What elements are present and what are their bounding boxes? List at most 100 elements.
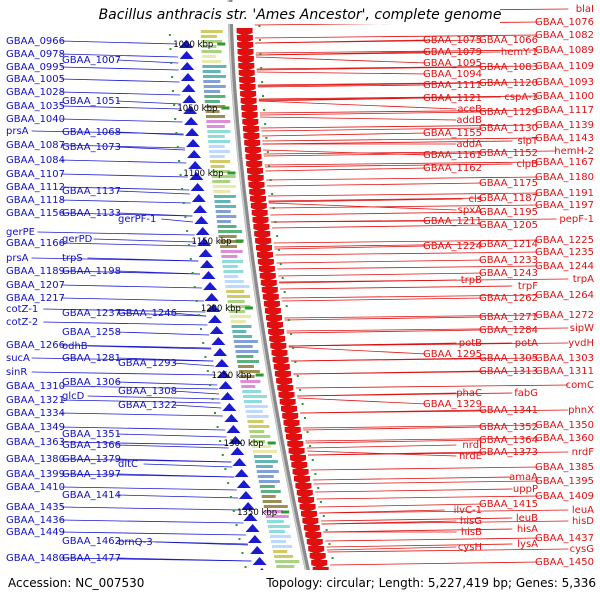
reverse-gene-label[interactable]: GBAA_1187 (479, 193, 538, 204)
reverse-gene-label[interactable]: GBAA_1264 (535, 290, 594, 301)
forward-gene-label[interactable]: sucA (6, 353, 30, 364)
reverse-gene-label[interactable]: GBAA_1373 (479, 447, 538, 458)
reverse-gene-label[interactable]: GBAA_1272 (535, 310, 594, 321)
reverse-gene-label[interactable]: GBAA_1262 (479, 293, 538, 304)
forward-gene-label[interactable]: cotZ-2 (6, 317, 38, 328)
reverse-gene-label[interactable]: GBAA_1161 (423, 150, 482, 161)
forward-gene-label[interactable]: GBAA_1198 (62, 266, 121, 277)
forward-gene-label[interactable]: GBAA_1207 (6, 280, 65, 291)
reverse-gene-label[interactable]: leuA (572, 505, 594, 516)
reverse-gene-label[interactable]: GBAA_1311 (535, 366, 594, 377)
forward-gene-label[interactable]: GBAA_1258 (62, 327, 121, 338)
reverse-gene-label[interactable]: phnX (568, 405, 594, 416)
reverse-gene-label[interactable]: GBAA_1284 (479, 325, 538, 336)
reverse-gene-label[interactable]: uppP (513, 484, 538, 495)
forward-gene-label[interactable]: GBAA_1040 (6, 114, 65, 125)
reverse-gene-label[interactable]: GBAA_1111 (423, 80, 482, 91)
reverse-gene-label[interactable]: GBAA_1305 (479, 353, 538, 364)
reverse-gene-label[interactable]: GBAA_1180 (535, 172, 594, 183)
forward-gene-label[interactable]: GBAA_1281 (62, 353, 121, 364)
forward-gene-label[interactable]: GBAA_1137 (62, 186, 121, 197)
forward-gene-label[interactable]: sinR (6, 367, 27, 378)
reverse-gene-label[interactable]: GBAA_1155 (423, 128, 482, 139)
reverse-gene-label[interactable]: GBAA_1437 (535, 533, 594, 544)
forward-gene-label[interactable]: GBAA_1435 (6, 502, 65, 513)
forward-gene-label[interactable]: GBAA_1293 (118, 358, 177, 369)
reverse-gene-label[interactable]: GBAA_1214 (479, 239, 538, 250)
reverse-gene-label[interactable]: GBAA_1395 (535, 476, 594, 487)
forward-gene-label[interactable]: GBAA_1477 (62, 553, 121, 564)
reverse-gene-label[interactable]: GBAA_1243 (479, 268, 538, 279)
reverse-gene-label[interactable]: hisD (572, 516, 594, 527)
reverse-gene-label[interactable]: GBAA_1083 (479, 62, 538, 73)
reverse-gene-label[interactable]: clpB (517, 159, 539, 170)
reverse-gene-label[interactable]: GBAA_1076 (535, 17, 594, 28)
reverse-gene-label[interactable]: cysH (458, 542, 482, 553)
forward-gene-label[interactable]: GBAA_1480 (6, 553, 65, 564)
reverse-gene-label[interactable]: GBAA_1143 (535, 133, 594, 144)
reverse-gene-label[interactable]: GBAA_1121 (423, 93, 482, 104)
reverse-gene-label[interactable]: fabG (514, 388, 538, 399)
forward-gene-label[interactable]: GBAA_1073 (62, 142, 121, 153)
forward-gene-label[interactable]: GBAA_0978 (6, 49, 65, 60)
reverse-gene-label[interactable]: GBAA_1225 (535, 235, 594, 246)
forward-gene-label[interactable]: GBAA_1087 (6, 140, 65, 151)
forward-gene-label[interactable]: GBAA_1414 (62, 490, 121, 501)
reverse-gene-label[interactable]: GBAA_1303 (535, 353, 594, 364)
forward-gene-label[interactable]: GBAA_1133 (62, 208, 121, 219)
reverse-gene-label[interactable]: GBAA_1364 (479, 435, 538, 446)
reverse-gene-label[interactable]: addA (456, 139, 482, 150)
reverse-gene-label[interactable]: yvdH (568, 338, 594, 349)
reverse-gene-label[interactable]: trpA (573, 274, 594, 285)
forward-gene-label[interactable]: GBAA_1349 (6, 422, 65, 433)
forward-gene-label[interactable]: GBAA_1035 (6, 101, 65, 112)
reverse-gene-label[interactable]: GBAA_1341 (479, 405, 538, 416)
reverse-gene-label[interactable]: GBAA_1075 (423, 35, 482, 46)
reverse-gene-label[interactable]: GBAA_1175 (479, 178, 538, 189)
reverse-gene-label[interactable]: trpB (461, 275, 482, 286)
forward-gene-label[interactable]: GBAA_1156 (6, 208, 65, 219)
reverse-gene-label[interactable]: GBAA_1233 (479, 255, 538, 266)
reverse-gene-label[interactable]: addB (456, 115, 482, 126)
reverse-gene-label[interactable]: GBAA_1197 (535, 200, 594, 211)
reverse-gene-label[interactable]: blaI (576, 4, 594, 15)
forward-gene-label[interactable]: GBAA_1028 (6, 87, 65, 98)
forward-gene-label[interactable]: glcD (62, 391, 85, 402)
reverse-gene-label[interactable]: GBAA_1224 (423, 241, 482, 252)
forward-gene-label[interactable]: GBAA_1266 (6, 340, 65, 351)
forward-gene-label[interactable]: GBAA_1334 (6, 408, 65, 419)
reverse-gene-label[interactable]: nrdF (572, 447, 595, 458)
forward-gene-label[interactable]: GBAA_1380 (6, 454, 65, 465)
reverse-gene-label[interactable]: trpF (518, 281, 538, 292)
reverse-gene-label[interactable]: GBAA_1385 (535, 462, 594, 473)
reverse-gene-label[interactable]: sipT (518, 136, 539, 147)
reverse-gene-label[interactable]: GBAA_1195 (479, 207, 538, 218)
forward-gene-label[interactable]: gerPD (62, 234, 93, 245)
forward-gene-label[interactable]: GBAA_1189 (6, 266, 65, 277)
reverse-gene-label[interactable]: hisB (461, 527, 482, 538)
reverse-gene-label[interactable]: GBAA_1360 (535, 433, 594, 444)
reverse-gene-label[interactable]: GBAA_1089 (535, 45, 594, 56)
forward-gene-label[interactable]: gerPE (6, 227, 35, 238)
forward-gene-label[interactable]: GBAA_1107 (6, 169, 65, 180)
reverse-gene-label[interactable]: GBAA_1120 (479, 78, 538, 89)
reverse-gene-label[interactable]: GBAA_1191 (535, 188, 594, 199)
forward-gene-label[interactable]: GBAA_1410 (6, 482, 65, 493)
reverse-gene-label[interactable]: GBAA_1295 (423, 349, 482, 360)
reverse-gene-label[interactable]: nrdI (462, 440, 482, 451)
forward-gene-label[interactable]: GBAA_1397 (62, 469, 121, 480)
reverse-gene-label[interactable]: GBAA_1329 (423, 399, 482, 410)
reverse-gene-label[interactable]: GBAA_1162 (423, 163, 482, 174)
forward-gene-label[interactable]: gerPF-1 (118, 214, 156, 225)
reverse-gene-label[interactable]: cls (469, 194, 483, 205)
reverse-gene-label[interactable]: GBAA_1094 (423, 69, 482, 80)
reverse-gene-label[interactable]: GBAA_1082 (535, 30, 594, 41)
forward-gene-label[interactable]: GBAA_1306 (62, 377, 121, 388)
forward-gene-label[interactable]: GBAA_1363 (6, 437, 65, 448)
forward-gene-label[interactable]: GBAA_1068 (62, 127, 121, 138)
reverse-gene-label[interactable]: GBAA_1450 (535, 557, 594, 568)
forward-gene-label[interactable]: GBAA_1399 (6, 469, 65, 480)
reverse-gene-label[interactable]: comC (566, 380, 594, 391)
forward-gene-label[interactable]: GBAA_1351 (62, 429, 121, 440)
reverse-gene-label[interactable]: GBAA_1313 (479, 366, 538, 377)
